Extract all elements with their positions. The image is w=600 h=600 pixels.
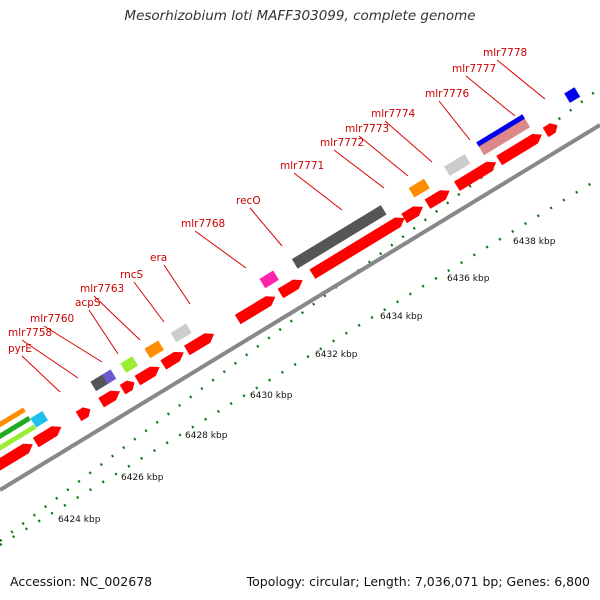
gene-leader-line xyxy=(43,325,103,363)
cog-block xyxy=(259,270,279,289)
kbp-label: 6438 kbp xyxy=(513,237,556,247)
gene-label: mlr7763 xyxy=(80,283,124,295)
cds-arrow xyxy=(75,407,91,422)
cog-block xyxy=(102,369,117,384)
cds-arrow xyxy=(496,134,542,166)
cog-block xyxy=(291,205,387,269)
gene-leader-line xyxy=(163,264,191,305)
gene-label: era xyxy=(150,252,167,264)
cog-block xyxy=(144,340,164,359)
cog-lane xyxy=(0,416,31,440)
summary-text: Topology: circular; Length: 7,036,071 bp… xyxy=(246,574,590,589)
cog-block xyxy=(564,87,581,103)
gene-leader-line xyxy=(384,120,433,163)
gene-label: mlr7768 xyxy=(181,218,225,230)
cds-arrow xyxy=(0,443,33,471)
cds-arrow xyxy=(424,190,450,209)
cds-arrow xyxy=(234,296,276,325)
kbp-label: 6434 kbp xyxy=(380,312,423,322)
cog-block xyxy=(30,411,48,428)
gene-label: rncS xyxy=(120,269,144,281)
cog-block xyxy=(408,178,430,198)
cog-block xyxy=(444,154,471,176)
cog-lane xyxy=(0,407,26,428)
gene-leader-line xyxy=(358,135,409,177)
cds-arrow xyxy=(160,351,184,370)
gene-leader-line xyxy=(465,75,516,117)
kbp-label: 6432 kbp xyxy=(315,350,358,360)
cog-block xyxy=(170,323,192,343)
kbp-label: 6428 kbp xyxy=(185,431,228,441)
cog-block xyxy=(476,114,525,147)
cds-arrow xyxy=(454,161,497,191)
gene-leader-line xyxy=(93,295,141,341)
tick-marks xyxy=(0,87,600,547)
cog-lane xyxy=(0,424,37,451)
cds-arrow xyxy=(542,123,558,138)
map-title: Mesorhizobium loti MAFF303099, complete … xyxy=(124,8,476,24)
kbp-label: 6424 kbp xyxy=(58,515,101,525)
gene-label: acpS xyxy=(75,297,101,309)
cds-arrow xyxy=(134,366,160,386)
cog-block xyxy=(90,374,108,392)
inner-tick-row xyxy=(0,176,600,547)
cds-arrow xyxy=(401,206,423,224)
gene-label: mlr7760 xyxy=(30,313,74,325)
cog-block xyxy=(478,117,531,156)
gene-leader-line xyxy=(333,149,385,189)
cds-arrow xyxy=(32,426,62,448)
cds-arrow xyxy=(119,380,135,395)
cds-arrow xyxy=(277,279,303,299)
gene-label: pyrE xyxy=(8,343,32,355)
gene-leader-line xyxy=(21,339,79,379)
gene-label: mlr7778 xyxy=(483,47,527,59)
gene-label: mlr7776 xyxy=(425,88,470,100)
backbone-group xyxy=(0,123,600,492)
gene-label: recO xyxy=(236,195,261,207)
cog-block xyxy=(120,356,138,373)
backbone-line xyxy=(0,123,600,492)
gene-label: mlr7771 xyxy=(280,160,324,172)
gene-label: mlr7758 xyxy=(8,327,52,339)
gene-label: mlr7774 xyxy=(371,108,416,120)
cds-arrow xyxy=(98,390,120,408)
cds-arrow xyxy=(309,217,405,279)
gene-leader-line xyxy=(249,207,283,247)
gene-leader-line xyxy=(293,172,343,211)
kbp-label: 6430 kbp xyxy=(250,391,293,401)
cds-arrow xyxy=(184,333,215,356)
accession-text: Accession: NC_002678 xyxy=(10,574,153,589)
gene-leader-line xyxy=(496,59,546,100)
gene-leader-line xyxy=(133,281,165,323)
gene-label: mlr7772 xyxy=(320,137,364,149)
gene-leader-line xyxy=(88,309,119,355)
gene-label: mlr7773 xyxy=(345,123,389,135)
gene-leader-line xyxy=(194,230,247,269)
gene-leader-line xyxy=(438,100,471,141)
gene-leader-line xyxy=(21,355,61,393)
gene-label: mlr7777 xyxy=(452,63,496,75)
genes-group xyxy=(0,87,581,471)
kbp-label: 6426 kbp xyxy=(121,473,164,483)
kbp-label: 6436 kbp xyxy=(447,274,490,284)
